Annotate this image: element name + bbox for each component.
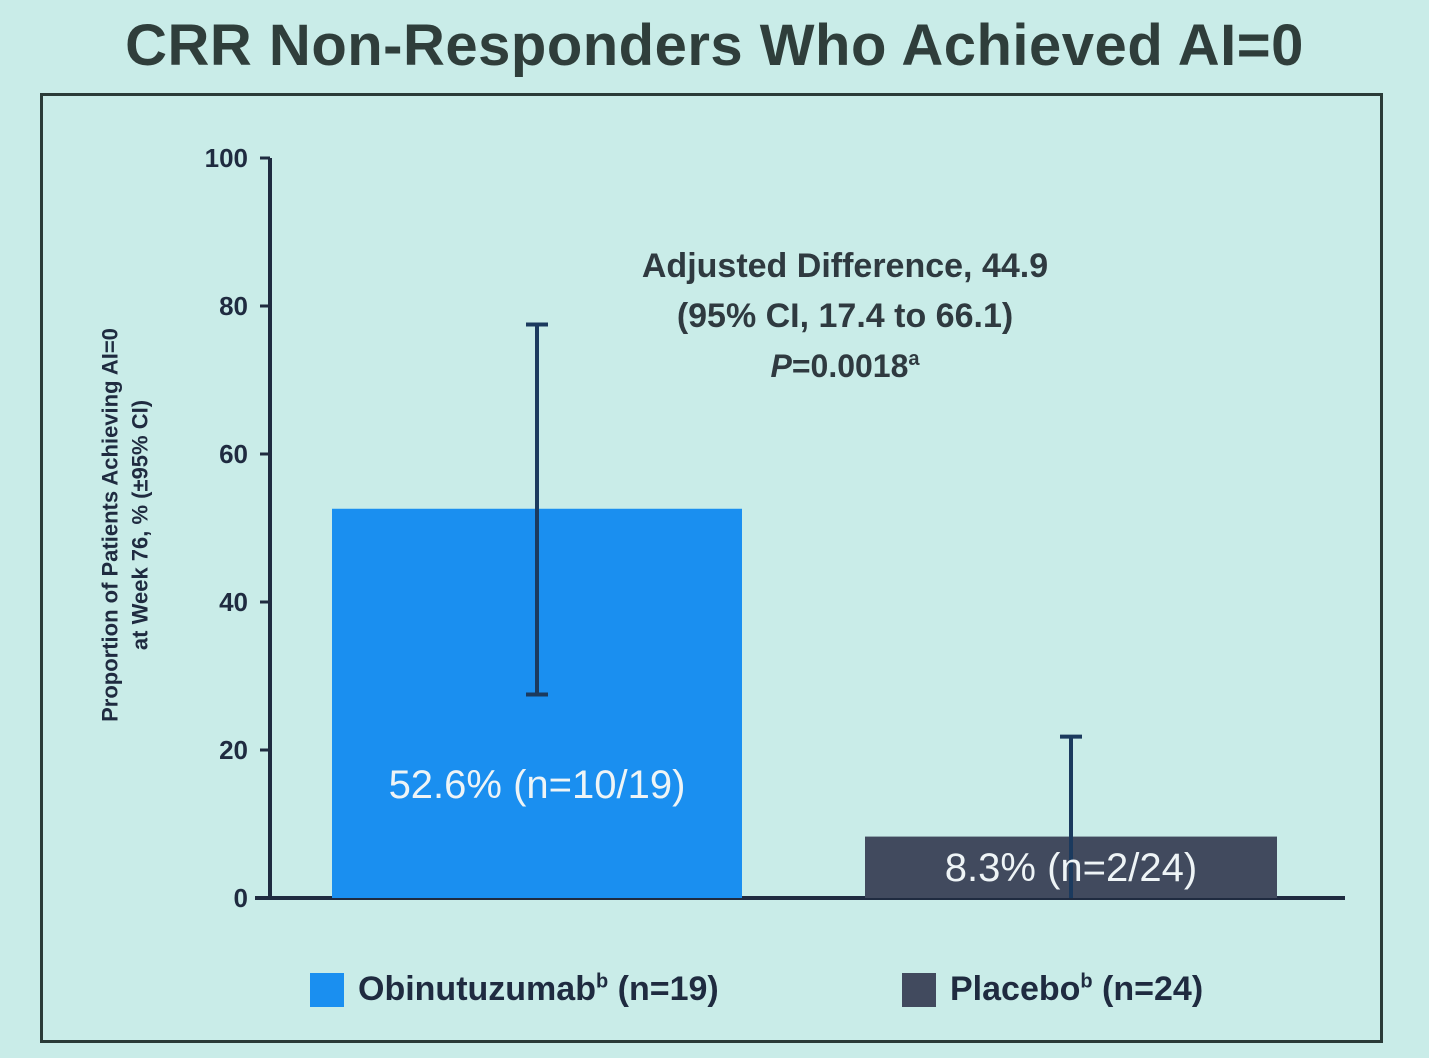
legend-swatch-obinutuzumab — [310, 972, 344, 1007]
y-tick-label: 0 — [234, 883, 248, 913]
y-tick-label: 100 — [205, 143, 248, 173]
annotation-ci: (95% CI, 17.4 to 66.1) — [677, 297, 1013, 335]
annotation-p-value: P=0.0018a — [770, 348, 920, 384]
legend-item-placebo: Placebob (n=24) — [902, 970, 1203, 1009]
y-tick-label: 40 — [219, 587, 248, 617]
chart-title: CRR Non-Responders Who Achieved AI=0 — [125, 13, 1304, 78]
legend-swatch-placebo — [902, 972, 936, 1007]
bar-value-label: 52.6% (n=10/19) — [389, 763, 686, 807]
y-tick-label: 20 — [219, 735, 248, 765]
legend-item-obinutuzumab: Obinutuzumabb (n=19) — [310, 970, 719, 1009]
bar-value-label: 8.3% (n=2/24) — [945, 846, 1197, 890]
chart-frame — [40, 93, 1383, 1043]
y-tick-label: 60 — [219, 439, 248, 469]
legend-label-placebo: Placebob (n=24) — [950, 970, 1204, 1008]
annotation-difference: Adjusted Difference, 44.9 — [642, 247, 1048, 285]
y-tick-label: 80 — [219, 291, 248, 321]
legend-label-obinutuzumab: Obinutuzumabb (n=19) — [358, 970, 719, 1008]
